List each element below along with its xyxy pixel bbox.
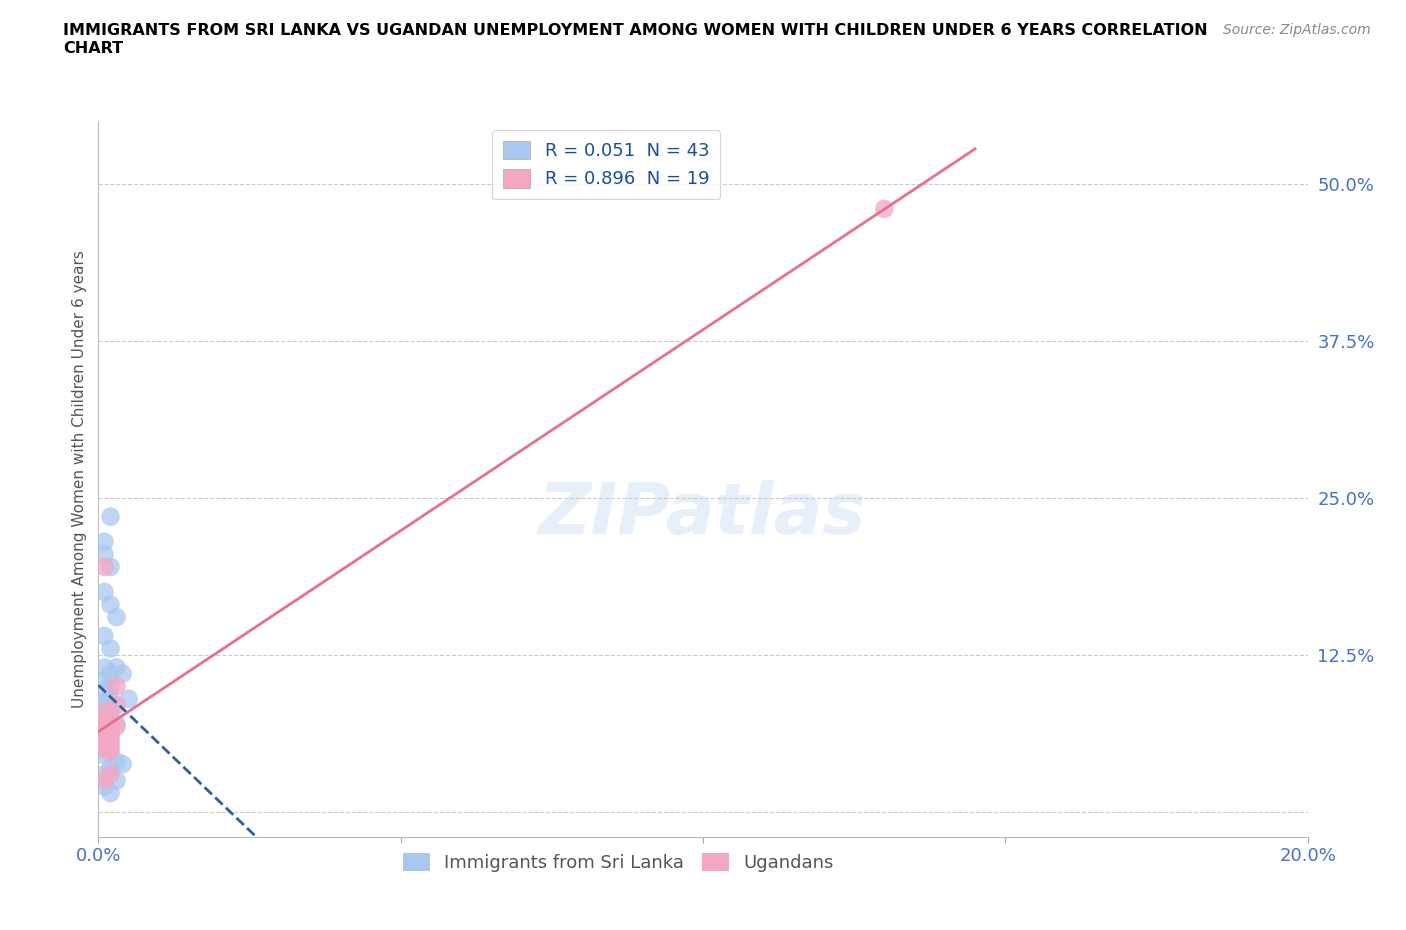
Point xyxy=(873,202,896,217)
Point xyxy=(105,719,128,734)
Point xyxy=(93,726,115,741)
Point xyxy=(100,679,122,694)
Point xyxy=(100,704,122,719)
Point xyxy=(100,716,122,731)
Point xyxy=(93,723,115,737)
Point xyxy=(105,660,128,675)
Point xyxy=(100,739,122,754)
Point xyxy=(118,691,141,706)
Point xyxy=(100,510,122,525)
Point xyxy=(111,666,134,681)
Point xyxy=(100,698,122,712)
Point xyxy=(100,666,122,681)
Legend: Immigrants from Sri Lanka, Ugandans: Immigrants from Sri Lanka, Ugandans xyxy=(395,845,841,880)
Point xyxy=(93,748,115,763)
Point xyxy=(100,741,122,756)
Point xyxy=(100,786,122,801)
Text: IMMIGRANTS FROM SRI LANKA VS UGANDAN UNEMPLOYMENT AMONG WOMEN WITH CHILDREN UNDE: IMMIGRANTS FROM SRI LANKA VS UGANDAN UNE… xyxy=(63,23,1208,56)
Point xyxy=(93,732,115,747)
Point xyxy=(93,736,115,751)
Point xyxy=(100,716,122,731)
Point xyxy=(100,726,122,741)
Point xyxy=(105,679,128,694)
Point xyxy=(105,610,128,625)
Point xyxy=(93,773,115,788)
Point xyxy=(105,773,128,788)
Point xyxy=(93,660,115,675)
Point xyxy=(93,707,115,722)
Point xyxy=(100,597,122,612)
Point xyxy=(93,585,115,600)
Point xyxy=(100,711,122,725)
Point xyxy=(93,629,115,644)
Point xyxy=(93,719,115,734)
Point xyxy=(93,729,115,744)
Point xyxy=(100,766,122,781)
Point xyxy=(111,757,134,772)
Text: Source: ZipAtlas.com: Source: ZipAtlas.com xyxy=(1223,23,1371,37)
Point xyxy=(100,761,122,776)
Point xyxy=(93,714,115,729)
Point xyxy=(100,560,122,575)
Point xyxy=(93,535,115,550)
Text: ZIPatlas: ZIPatlas xyxy=(540,480,866,550)
Point xyxy=(100,711,122,725)
Point xyxy=(100,723,122,737)
Point xyxy=(93,779,115,794)
Point xyxy=(105,698,128,712)
Point xyxy=(93,739,115,754)
Point xyxy=(93,704,115,719)
Point xyxy=(93,714,115,729)
Point xyxy=(93,685,115,700)
Point xyxy=(93,560,115,575)
Point xyxy=(100,736,122,751)
Point xyxy=(93,672,115,687)
Point xyxy=(105,754,128,769)
Point xyxy=(93,701,115,716)
Point xyxy=(100,732,122,747)
Point xyxy=(93,694,115,709)
Point xyxy=(105,716,128,731)
Point xyxy=(100,729,122,744)
Point xyxy=(100,641,122,656)
Point xyxy=(93,741,115,756)
Point xyxy=(100,691,122,706)
Point xyxy=(93,766,115,781)
Point xyxy=(93,547,115,562)
Y-axis label: Unemployment Among Women with Children Under 6 years: Unemployment Among Women with Children U… xyxy=(72,250,87,708)
Point xyxy=(100,744,122,759)
